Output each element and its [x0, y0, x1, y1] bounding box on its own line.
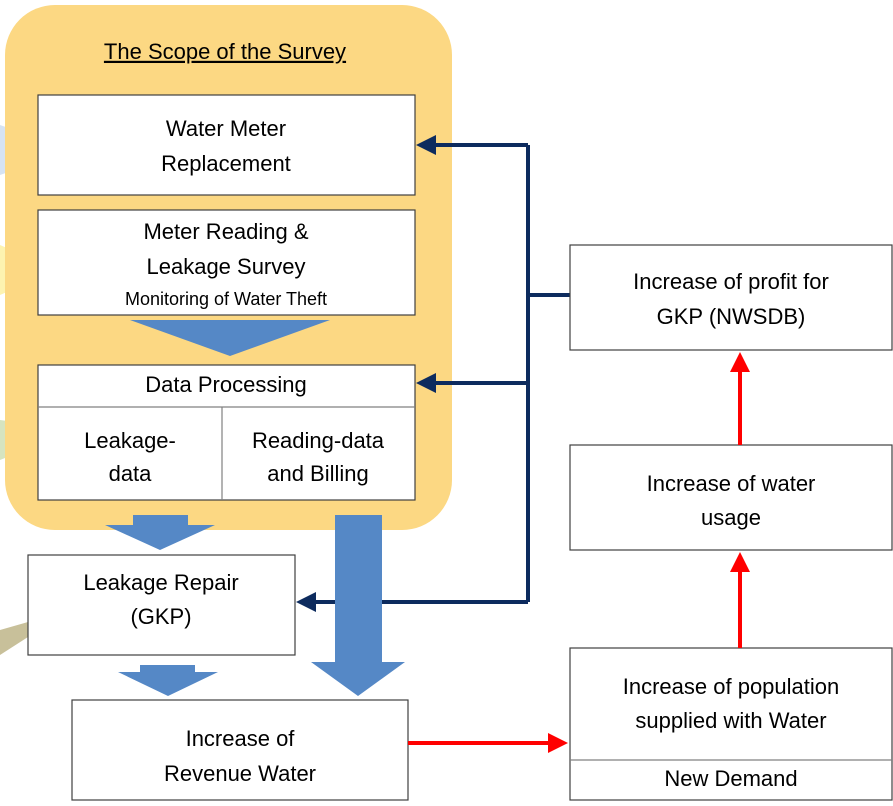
flow-arrow — [130, 320, 330, 356]
box — [37, 94, 416, 196]
box-text: data — [109, 461, 153, 486]
box — [569, 444, 893, 551]
box-text: Data Processing — [145, 372, 306, 397]
box-text: Reading-data — [252, 428, 385, 453]
box — [71, 699, 409, 801]
box — [569, 244, 893, 351]
box-text: GKP (NWSDB) — [657, 304, 806, 329]
flow-arrow — [311, 515, 405, 696]
box — [27, 554, 296, 656]
box-text: Increase of population — [623, 674, 840, 699]
box-text: Leakage Survey — [147, 254, 306, 279]
box-text: Replacement — [161, 151, 291, 176]
box-text: Increase of — [186, 726, 296, 751]
box-text: Revenue Water — [164, 761, 316, 786]
box — [37, 364, 416, 501]
box-text: Leakage- — [84, 428, 176, 453]
box-text: Increase of water — [647, 471, 816, 496]
flow-arrow — [118, 665, 218, 696]
box-text: Monitoring of Water Theft — [125, 289, 327, 309]
box-text: Water Meter — [166, 116, 286, 141]
box-text: Meter Reading & — [143, 219, 308, 244]
box-text: and Billing — [267, 461, 369, 486]
box — [37, 209, 416, 316]
scope-title: The Scope of the Survey — [104, 39, 346, 64]
box-text: Increase of profit for — [633, 269, 829, 294]
box-text: Leakage Repair — [83, 570, 238, 595]
box-text: usage — [701, 505, 761, 530]
box — [569, 647, 893, 801]
box-text: (GKP) — [130, 604, 191, 629]
box-text: New Demand — [664, 766, 797, 791]
flow-arrow — [105, 515, 215, 550]
box-text: supplied with Water — [635, 708, 826, 733]
